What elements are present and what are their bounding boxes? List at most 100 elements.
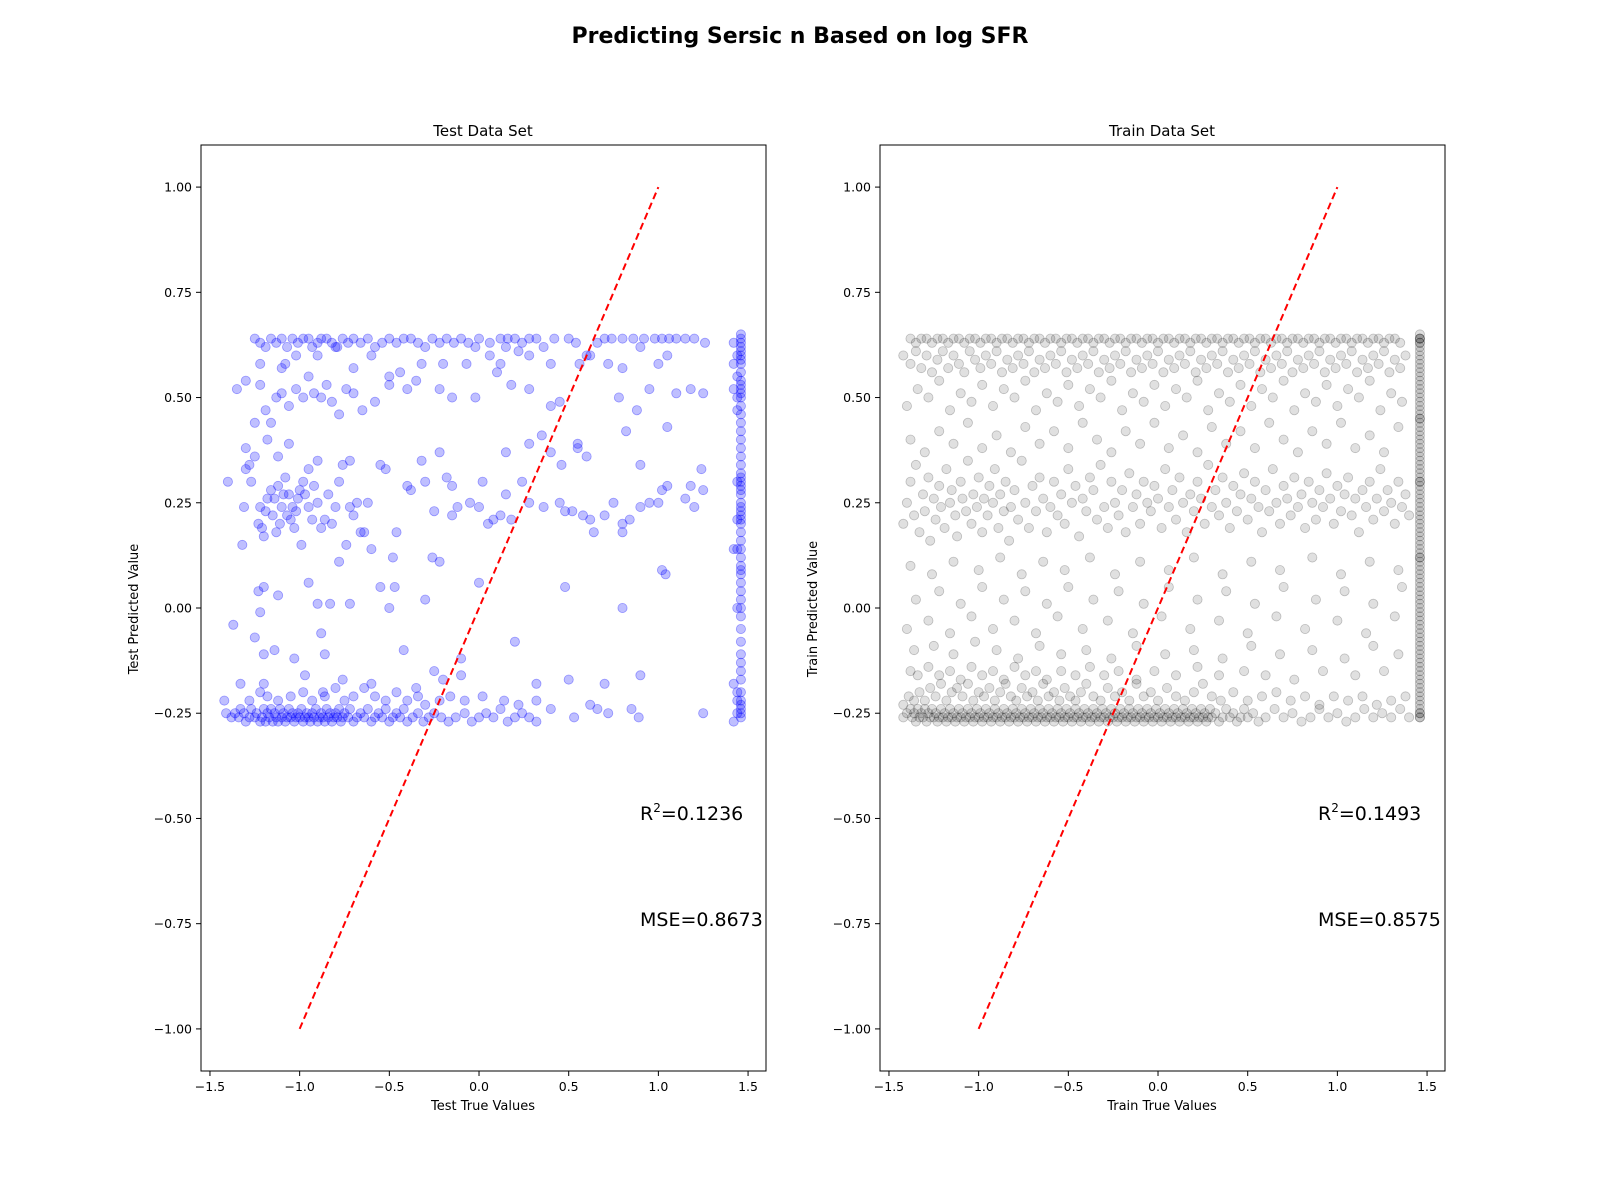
test-data-point (314, 712, 325, 723)
test-data-point (319, 649, 330, 660)
train-data-point (1364, 375, 1375, 386)
train-data-point (1047, 708, 1058, 719)
test-data-point (337, 459, 348, 470)
train-data-point (1138, 396, 1149, 407)
train-data-point (1350, 712, 1361, 723)
train-data-point (1063, 712, 1074, 723)
test-data-point (735, 434, 746, 445)
train-data-point (1083, 708, 1094, 719)
train-data-point (1395, 704, 1406, 715)
test-data-point (447, 480, 458, 491)
train-data-point (1203, 405, 1214, 416)
test-data-point (308, 388, 319, 399)
test-data-point (735, 624, 746, 635)
train-data-point (1400, 691, 1411, 702)
train-data-point (1059, 565, 1070, 576)
test-data-point (728, 716, 739, 727)
test-data-point (506, 514, 517, 525)
train-data-point (1199, 518, 1210, 529)
train-data-point (1135, 556, 1146, 567)
train-data-point (1077, 350, 1088, 361)
test-data-point (334, 704, 345, 715)
test-data-point (735, 577, 746, 588)
train-data-point (1011, 695, 1022, 706)
train-data-point (1153, 712, 1164, 723)
train-data-point (1323, 712, 1334, 723)
test-data-point (362, 333, 373, 344)
train-data-point (1018, 358, 1029, 369)
train-data-point (1414, 531, 1425, 542)
test-data-point (341, 384, 352, 395)
train-data-point (1249, 476, 1260, 487)
test-data-point (685, 384, 696, 395)
train-data-point (1163, 565, 1174, 576)
test-data-point (316, 628, 327, 639)
train-data-point (1004, 716, 1015, 727)
test-x-tick-label: −1.0 (284, 1079, 314, 1094)
train-data-point (982, 510, 993, 521)
train-data-point (909, 695, 920, 706)
train-data-point (1041, 712, 1052, 723)
train-data-point (918, 712, 929, 723)
train-data-point (1271, 687, 1282, 698)
train-data-point (1077, 624, 1088, 635)
test-data-point (517, 476, 528, 487)
train-data-point (941, 695, 952, 706)
test-data-point (484, 350, 495, 361)
test-data-point (285, 691, 296, 702)
train-data-point (1115, 704, 1126, 715)
train-data-point (1074, 708, 1085, 719)
train-data-point (1206, 333, 1217, 344)
train-data-point (1325, 333, 1336, 344)
train-data-point (1171, 712, 1182, 723)
train-data-point (909, 510, 920, 521)
train-data-point (1084, 384, 1095, 395)
train-data-point (1002, 354, 1013, 365)
train-data-point (1278, 480, 1289, 491)
train-data-point (1414, 476, 1425, 487)
train-data-point (1181, 392, 1192, 403)
test-data-point (436, 712, 447, 723)
test-data-point (260, 341, 271, 352)
test-data-point (391, 687, 402, 698)
train-data-point (1296, 489, 1307, 500)
test-data-point (735, 586, 746, 597)
train-data-point (1126, 367, 1137, 378)
train-data-point (1095, 695, 1106, 706)
train-data-point (1099, 501, 1110, 512)
train-data-point (991, 430, 1002, 441)
train-data-point (1102, 523, 1113, 534)
train-data-point (1034, 438, 1045, 449)
test-data-point (316, 708, 327, 719)
test-data-point (429, 666, 440, 677)
train-data-point (1043, 704, 1054, 715)
train-data-point (1110, 691, 1121, 702)
train-data-point (966, 661, 977, 672)
test-data-point (351, 712, 362, 723)
test-data-point (289, 716, 300, 727)
train-data-point (1156, 523, 1167, 534)
train-data-point (1249, 346, 1260, 357)
train-data-point (1188, 645, 1199, 656)
train-data-point (1093, 716, 1104, 727)
train-data-point (1034, 354, 1045, 365)
train-data-point (1111, 716, 1122, 727)
train-data-point (980, 350, 991, 361)
test-data-point (481, 708, 492, 719)
train-data-point (1050, 358, 1061, 369)
train-data-point (1059, 518, 1070, 529)
test-data-point (355, 337, 366, 348)
train-data-point (1113, 586, 1124, 597)
test-y-tick-label: −0.50 (154, 811, 192, 826)
test-data-point (282, 510, 293, 521)
train-data-point (1099, 354, 1110, 365)
train-data-point (1266, 363, 1277, 374)
test-data-point (671, 333, 682, 344)
test-data-point (282, 712, 293, 723)
train-data-point (1414, 421, 1425, 432)
test-data-point (391, 527, 402, 538)
test-data-point (238, 708, 249, 719)
train-data-point (1063, 443, 1074, 454)
train-data-point (1292, 501, 1303, 512)
test-data-point (735, 400, 746, 411)
